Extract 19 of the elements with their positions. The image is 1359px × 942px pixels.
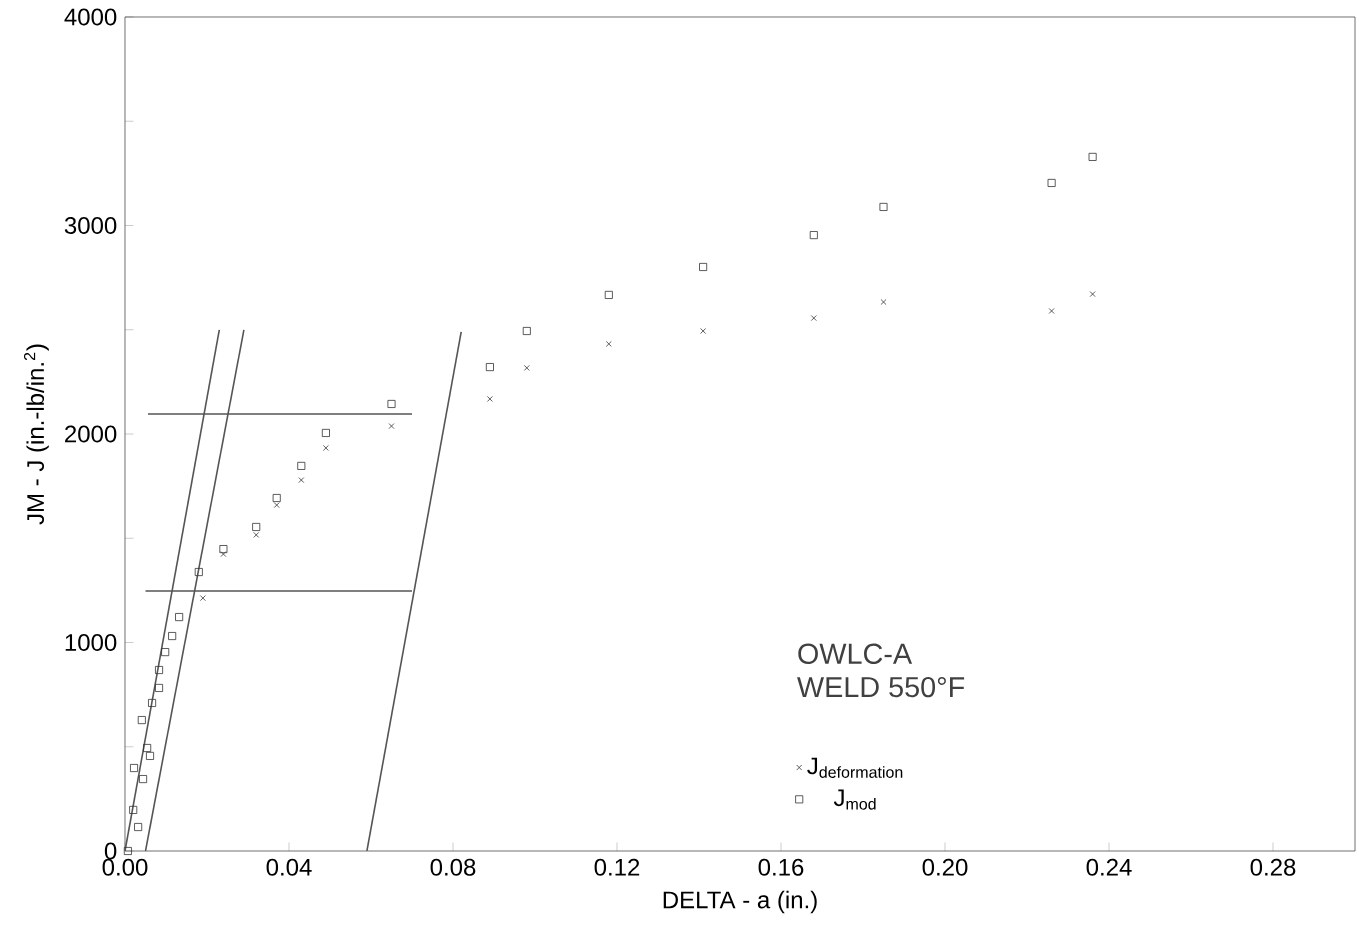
x-tick-label: 0.12 (594, 858, 640, 876)
x-tick-label: 0.04 (266, 858, 312, 876)
x-tick-label: 0.08 (430, 858, 476, 876)
x-tick-label: 0.28 (1250, 858, 1296, 876)
x-tick-label: 0.00 (102, 858, 148, 876)
x-tick-label: 0.16 (758, 858, 804, 876)
x-tick-label: 0.20 (922, 858, 968, 876)
x-axis-title: DELTA - a (in.) (663, 890, 817, 914)
y-tick-label: 0 (104, 842, 117, 860)
y-tick-label: 3000 (64, 217, 117, 234)
x-tick-label: 0.24 (1086, 858, 1132, 876)
annotation: WELD 550°F (797, 676, 965, 698)
y-axis-title: JM - J (in.-lb/in.$^{2}$) (23, 344, 49, 525)
y-tick-label: 4000 (64, 8, 117, 26)
annotation: OWLC-A (798, 643, 913, 664)
y-tick-label: 2000 (65, 425, 117, 443)
legend-label: $\mathrm{J}_{\mathrm{deformation}}$ (807, 757, 903, 778)
y-tick-label: 1000 (65, 634, 117, 651)
legend-label: $\mathrm{J}_{\mathrm{mod}}$ (833, 789, 876, 810)
